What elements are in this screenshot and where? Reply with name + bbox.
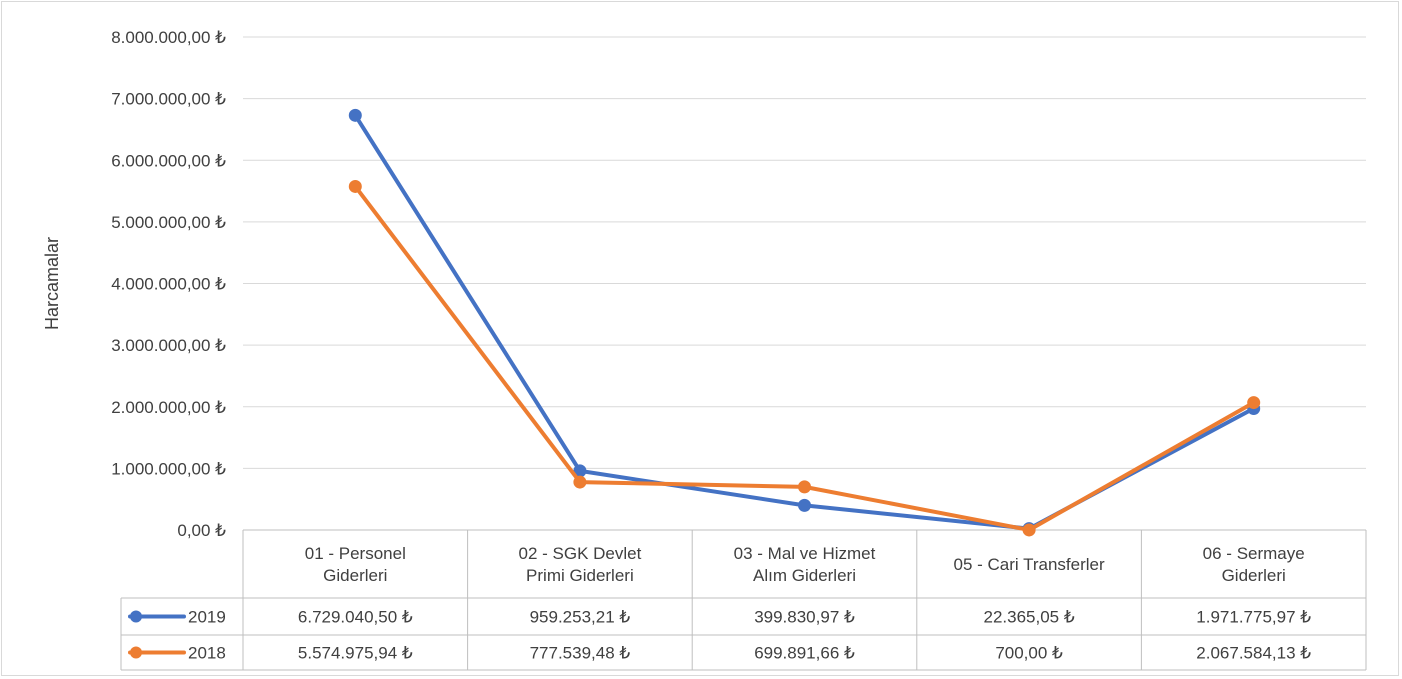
y-tick-label: 3.000.000,00 ₺ [111,336,226,355]
y-tick-label: 5.000.000,00 ₺ [111,213,226,232]
category-label: 05 - Cari Transferler [954,555,1105,574]
data-table-value: 2.067.584,13 ₺ [1196,644,1311,663]
category-label: 01 - Personel Giderleri [305,544,406,585]
data-table-value: 1.971.775,97 ₺ [1196,608,1311,627]
series-line-2019 [353,113,1256,531]
data-point [1022,523,1036,537]
data-point [348,108,362,122]
data-point [1247,396,1261,410]
y-tick-label: 0,00 ₺ [177,521,226,540]
legend-series-name: 2019 [188,608,226,627]
y-axis-title: Harcamalar [42,237,62,330]
y-tick-label: 2.000.000,00 ₺ [111,398,226,417]
data-table-value: 777.539,48 ₺ [530,644,631,663]
y-tick-label: 6.000.000,00 ₺ [111,151,226,170]
data-point [573,475,587,489]
data-table-value: 399.830,97 ₺ [754,608,855,627]
y-tick-label: 4.000.000,00 ₺ [111,275,226,294]
data-table-value: 959.253,21 ₺ [530,608,631,627]
y-tick-label: 1.000.000,00 ₺ [111,459,226,478]
category-label: 06 - Sermaye Giderleri [1203,544,1305,585]
legend-key-marker [130,646,142,659]
data-point [348,179,362,193]
data-table-value: 5.574.975,94 ₺ [298,644,413,663]
y-tick-label: 8.000.000,00 ₺ [111,28,226,47]
legend-series-name: 2018 [188,644,226,663]
data-table-value: 700,00 ₺ [995,644,1063,663]
legend-key-marker [130,610,142,623]
data-table-value: 22.365,05 ₺ [984,608,1075,627]
data-table-value: 699.891,66 ₺ [754,644,855,663]
category-label: 03 - Mal ve Hizmet Alım Giderleri [734,544,876,585]
data-point [798,498,811,512]
data-point [798,480,811,494]
y-tick-label: 7.000.000,00 ₺ [111,90,226,109]
data-table-value: 6.729.040,50 ₺ [298,608,413,627]
series-line-2018 [353,184,1256,532]
category-label: 02 - SGK Devlet Primi Giderleri [518,544,641,585]
